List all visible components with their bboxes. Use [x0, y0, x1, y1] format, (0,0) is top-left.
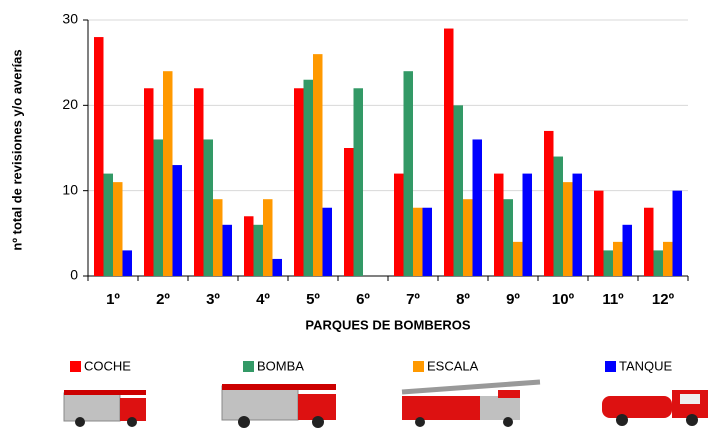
bar — [272, 258, 282, 276]
legend-label: TANQUE — [619, 358, 673, 373]
bar — [203, 139, 213, 276]
bar — [213, 199, 223, 276]
y-tick-label: 20 — [62, 96, 78, 112]
y-axis-title: nº total de revisiones y/o averías — [9, 49, 24, 250]
y-tick-label: 30 — [62, 11, 78, 27]
bar — [444, 28, 454, 277]
bar — [394, 173, 404, 276]
x-tick-label: 1º — [106, 291, 120, 308]
bar — [413, 207, 423, 276]
x-tick-label: 7º — [406, 291, 420, 308]
bar — [613, 241, 623, 276]
legend-label: BOMBA — [257, 358, 304, 373]
x-axis-title: PARQUES DE BOMBEROS — [305, 317, 470, 332]
bar — [622, 224, 632, 276]
legend-swatch — [605, 361, 616, 372]
bar — [522, 173, 532, 276]
bar — [453, 105, 463, 276]
legend-swatch — [243, 361, 254, 372]
bar — [553, 156, 563, 276]
bar — [113, 182, 123, 276]
legend-label: COCHE — [84, 358, 131, 373]
x-tick-label: 12º — [652, 291, 675, 308]
x-tick-label: 3º — [206, 291, 220, 308]
bar — [322, 207, 332, 276]
bar — [672, 190, 682, 276]
bar — [403, 71, 413, 276]
bar — [172, 165, 182, 276]
bar — [144, 88, 154, 277]
bar — [422, 207, 432, 276]
bar — [663, 241, 673, 276]
bar — [472, 139, 482, 276]
x-tick-label: 8º — [456, 291, 470, 308]
bar — [244, 216, 254, 276]
bar — [103, 173, 113, 276]
x-tick-label: 6º — [356, 291, 370, 308]
x-tick-label: 2º — [156, 291, 170, 308]
legend-swatch — [70, 361, 81, 372]
bar — [253, 224, 263, 276]
bar — [194, 88, 204, 277]
truck-icons — [63, 379, 708, 428]
bar — [572, 173, 582, 276]
bar — [503, 199, 513, 276]
bar — [653, 250, 663, 276]
x-tick-label: 5º — [306, 291, 320, 308]
truck-escala — [401, 379, 541, 427]
bar — [544, 130, 554, 276]
x-tick-label: 4º — [256, 291, 270, 308]
y-tick-label: 0 — [70, 267, 78, 283]
bar — [594, 190, 604, 276]
bar — [353, 88, 363, 277]
bar — [263, 199, 273, 276]
bar — [94, 37, 104, 276]
bar — [153, 139, 163, 276]
y-tick-label: 10 — [62, 181, 78, 197]
bar — [163, 71, 173, 276]
bar — [222, 224, 232, 276]
x-tick-label: 9º — [506, 291, 520, 308]
bar — [603, 250, 613, 276]
bar — [644, 207, 654, 276]
bar — [294, 88, 304, 277]
bar — [463, 199, 473, 276]
bar — [494, 173, 504, 276]
truck-coche — [63, 390, 146, 427]
bar — [513, 241, 523, 276]
legend-label: ESCALA — [427, 358, 479, 373]
x-tick-label: 11º — [602, 291, 624, 308]
bar — [313, 54, 323, 277]
bar — [344, 148, 354, 276]
bar — [563, 182, 573, 276]
truck-bomba — [221, 384, 336, 428]
truck-tanque — [602, 390, 708, 426]
legend-swatch — [413, 361, 424, 372]
bar — [122, 250, 132, 276]
x-tick-label: 10º — [552, 291, 575, 308]
bar — [303, 79, 313, 276]
